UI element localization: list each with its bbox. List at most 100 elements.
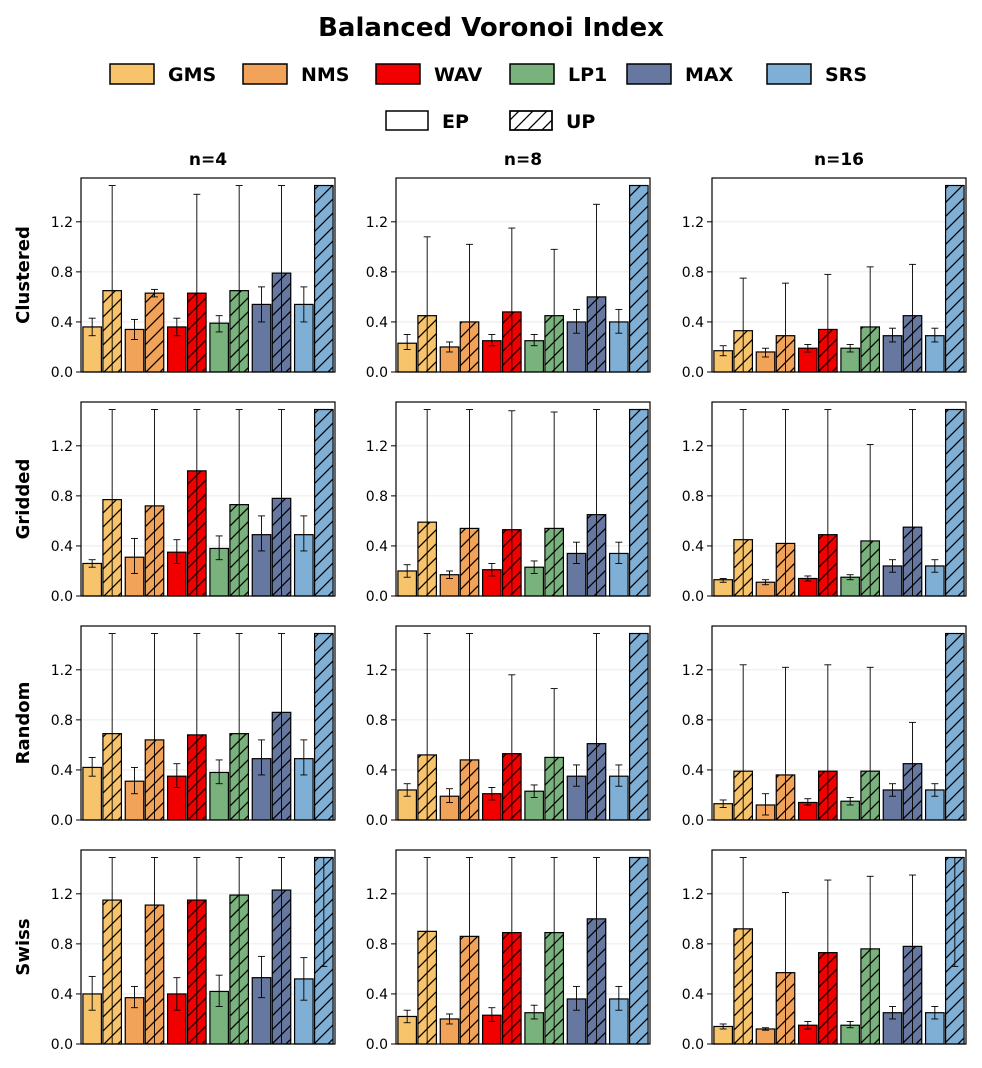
bar-up-hatch-nms <box>145 293 164 372</box>
ytick-label: 0.0 <box>366 1037 388 1053</box>
ytick-label: 1.2 <box>366 887 388 903</box>
ytick-label: 0.8 <box>366 713 388 729</box>
legend-swatch-lp1 <box>509 63 555 85</box>
ytick-label: 0.0 <box>51 365 73 381</box>
bar-up-hatch-srs <box>945 633 965 820</box>
ytick-label: 1.2 <box>51 663 73 679</box>
bar-up-hatch-srs <box>314 409 334 596</box>
ytick-label: 0.8 <box>682 265 704 281</box>
column-title-1: n=8 <box>504 150 542 170</box>
legend-swatch-gms <box>109 63 155 85</box>
ytick-label: 0.8 <box>682 937 704 953</box>
legend-label-srs: SRS <box>825 64 867 86</box>
panel-2-0: 0.0 0.4 0.8 1.2 <box>51 625 336 829</box>
row-labels: Clustered Gridded Random Swiss <box>13 226 34 975</box>
axes-frame <box>80 849 336 1045</box>
ytick-label: 0.4 <box>51 315 73 331</box>
ytick-label: 0.4 <box>51 763 73 779</box>
ytick-label: 1.2 <box>51 215 73 231</box>
legend-label-gms: GMS <box>168 64 216 86</box>
bar-up-hatch-srs <box>945 185 965 372</box>
legend-swatch-max <box>626 63 672 85</box>
panel-3-1: 0.0 0.4 0.8 1.2 <box>366 849 651 1053</box>
axes-frame <box>395 177 651 373</box>
legend-label-wav: WAV <box>434 64 483 86</box>
legend-label-ep: EP <box>442 111 469 133</box>
axes-frame <box>80 625 336 821</box>
ytick-label: 1.2 <box>366 663 388 679</box>
panel-2-2: 0.0 0.4 0.8 1.2 <box>682 625 967 829</box>
panel-0-0: 0.0 0.4 0.8 1.2 <box>51 177 336 381</box>
ytick-label: 0.4 <box>51 987 73 1003</box>
row-label-random: Random <box>13 682 34 765</box>
ytick-label: 0.8 <box>51 265 73 281</box>
ytick-label: 0.0 <box>682 365 704 381</box>
ytick-label: 0.8 <box>682 713 704 729</box>
axes-frame <box>711 625 967 821</box>
legend-label-max: MAX <box>685 64 734 86</box>
bar-up-hatch-srs <box>629 633 649 820</box>
bar-up-hatch-srs <box>314 633 334 820</box>
axes-frame <box>711 849 967 1045</box>
bar-ep-gms <box>82 562 103 597</box>
column-titles: n=4 n=8 n=16 <box>189 150 864 170</box>
ytick-label: 1.2 <box>682 663 704 679</box>
column-title-2: n=16 <box>814 150 864 170</box>
panel-3-2: 0.0 0.4 0.8 1.2 <box>682 849 967 1053</box>
legend-swatch-nms <box>242 63 288 85</box>
bar-up-hatch-srs <box>629 857 649 1044</box>
panel-1-2: 0.0 0.4 0.8 1.2 <box>682 401 967 605</box>
bar-up-hatch-srs <box>629 409 649 596</box>
row-label-clustered: Clustered <box>13 226 34 324</box>
legend-label-nms: NMS <box>301 64 350 86</box>
ytick-label: 0.8 <box>366 265 388 281</box>
ytick-label: 0.0 <box>51 813 73 829</box>
panel-1-0: 0.0 0.4 0.8 1.2 <box>51 401 336 605</box>
axes-frame <box>80 401 336 597</box>
ytick-label: 1.2 <box>51 439 73 455</box>
ytick-label: 0.0 <box>682 589 704 605</box>
axes-frame <box>711 401 967 597</box>
ytick-label: 0.8 <box>51 489 73 505</box>
ytick-label: 0.8 <box>366 937 388 953</box>
panel-3-0: 0.0 0.4 0.8 1.2 <box>51 849 336 1053</box>
axes-frame <box>395 849 651 1045</box>
ytick-label: 0.0 <box>51 1037 73 1053</box>
ytick-label: 0.4 <box>682 987 704 1003</box>
ytick-label: 0.0 <box>682 813 704 829</box>
panel-2-1: 0.0 0.4 0.8 1.2 <box>366 625 651 829</box>
bar-up-hatch-srs <box>629 185 649 372</box>
ytick-label: 0.8 <box>51 937 73 953</box>
ytick-label: 0.0 <box>51 589 73 605</box>
legend-label-lp1: LP1 <box>568 64 607 86</box>
legend-variants: EP UP <box>385 110 595 133</box>
ytick-label: 1.2 <box>682 887 704 903</box>
ytick-label: 1.2 <box>366 215 388 231</box>
ytick-label: 1.2 <box>51 887 73 903</box>
row-label-swiss: Swiss <box>13 918 34 975</box>
ytick-label: 1.2 <box>682 439 704 455</box>
panel-0-2: 0.0 0.4 0.8 1.2 <box>682 177 967 381</box>
ytick-label: 0.8 <box>51 713 73 729</box>
legend-swatch-ep <box>385 110 429 131</box>
panels: 0.0 0.4 0.8 1.2 0.0 0.4 0.8 1.2 0.0 0.4 0.8 1.2 0.0 0… <box>51 177 967 1053</box>
ytick-label: 0.4 <box>51 539 73 555</box>
legend-hatch-up <box>509 110 553 131</box>
legend-swatch-wav <box>375 63 421 85</box>
ytick-label: 0.4 <box>366 539 388 555</box>
bar-up-hatch-srs <box>314 185 334 372</box>
axes-frame <box>711 177 967 373</box>
column-title-0: n=4 <box>189 150 227 170</box>
bar-ep-nms <box>755 1028 776 1045</box>
legend-swatch-srs <box>766 63 812 85</box>
ytick-label: 0.0 <box>682 1037 704 1053</box>
row-label-gridded: Gridded <box>13 459 34 540</box>
panel-0-1: 0.0 0.4 0.8 1.2 <box>366 177 651 381</box>
ytick-label: 0.0 <box>366 813 388 829</box>
legend-label-up: UP <box>566 111 595 133</box>
legend-methods: GMS NMS WAV LP1 MAX SRS <box>109 63 867 86</box>
ytick-label: 0.4 <box>366 763 388 779</box>
ytick-label: 0.4 <box>682 763 704 779</box>
panel-1-1: 0.0 0.4 0.8 1.2 <box>366 401 651 605</box>
